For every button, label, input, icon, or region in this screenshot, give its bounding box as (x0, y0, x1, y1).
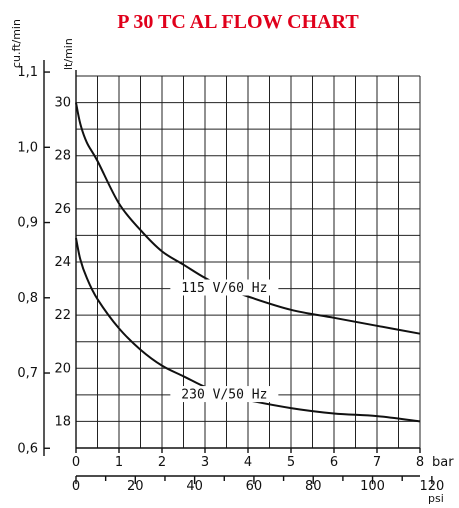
y-tick-label: 22 (54, 308, 71, 323)
psi-tick-label: 80 (305, 479, 322, 494)
x-tick-label: 0 (72, 455, 80, 470)
cuft-tick-label: 0,6 (17, 441, 38, 456)
y-unit-label: lt/min (62, 38, 75, 70)
tick-labels: 0 1 2 3 4 5 6 7 80 20 40 60 80 100 120182022242628300,… (17, 65, 444, 494)
series-label: 230 V/50 Hz (181, 388, 267, 403)
y-tick-label: 28 (54, 149, 71, 164)
y-tick-label: 20 (54, 361, 71, 376)
psi-tick-label: 60 (246, 479, 263, 494)
y-secondary-unit-label: cu.ft/min (10, 19, 23, 68)
series-line (75, 237, 421, 423)
y-tick-label: 24 (54, 255, 71, 270)
cuft-tick-label: 1,1 (17, 65, 38, 80)
psi-tick-label: 120 (419, 479, 444, 494)
x-tick-label: 7 (373, 455, 381, 470)
x-tick-label: 8 (416, 455, 424, 470)
psi-tick-label: 0 (72, 479, 80, 494)
x-tick-label: 6 (330, 455, 338, 470)
x-tick-label: 3 (201, 455, 209, 470)
chart-title: P 30 TC AL FLOW CHART (117, 11, 359, 33)
x-tick-label: 4 (244, 455, 252, 470)
x-tick-label: 1 (115, 455, 123, 470)
psi-tick-label: 20 (127, 479, 144, 494)
y-tick-label: 30 (54, 96, 71, 111)
y-tick-label: 18 (54, 414, 71, 429)
cuft-tick-label: 0,9 (17, 216, 38, 231)
x-secondary-unit-label: psi (428, 492, 444, 505)
psi-tick-label: 40 (186, 479, 203, 494)
series-label-background (170, 279, 279, 296)
series-line (75, 102, 421, 335)
cuft-tick-label: 0,8 (17, 291, 38, 306)
series-label: 115 V/60 Hz (181, 281, 267, 296)
x-tick-label: 2 (158, 455, 166, 470)
cuft-tick-label: 0,7 (17, 366, 38, 381)
y-tick-label: 26 (54, 202, 71, 217)
series: 115 V/60 Hz 230 V/50 Hz (75, 102, 421, 423)
psi-tick-label: 100 (360, 479, 385, 494)
x-tick-label: 5 (287, 455, 295, 470)
cuft-tick-label: 1,0 (17, 140, 38, 155)
series-label-background (170, 386, 279, 403)
axes (43, 60, 433, 484)
x-unit-label: bar (432, 455, 454, 470)
